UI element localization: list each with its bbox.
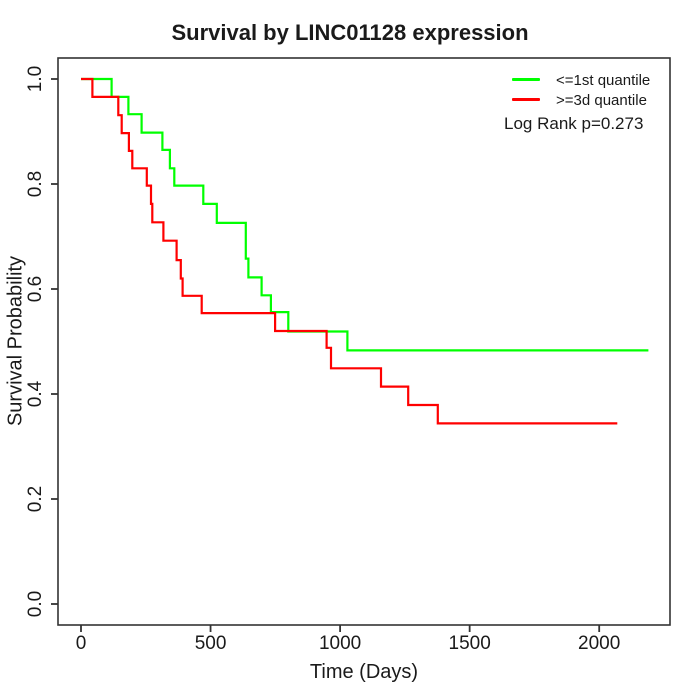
survival-curve-high-expression	[81, 77, 618, 425]
x-tick-label: 1500	[448, 633, 491, 654]
y-tick-label: 0.8	[25, 170, 46, 198]
legend-label-high-expression: >=3d quantile	[556, 92, 647, 109]
y-tick-label: 1.0	[25, 65, 46, 93]
x-tick-label: 0	[75, 633, 87, 654]
legend-line-green	[512, 78, 540, 81]
y-tick-label: 0.2	[25, 485, 46, 513]
x-tick-label: 2000	[578, 633, 621, 654]
log-rank-annotation: Log Rank p=0.273	[504, 114, 644, 133]
plot-border	[57, 57, 671, 626]
y-tick-label: 0.4	[25, 380, 46, 408]
y-tick-label: 0.0	[25, 590, 46, 618]
legend-line-red	[512, 98, 540, 101]
x-tick-label: 500	[194, 633, 227, 654]
x-axis-label: Time (Days)	[309, 661, 419, 683]
legend-label-low-expression: <=1st quantile	[556, 72, 651, 89]
y-tick-label: 0.6	[25, 275, 46, 303]
chart-title: Survival by LINC01128 expression	[171, 20, 529, 45]
x-tick-label: 1000	[318, 633, 362, 654]
